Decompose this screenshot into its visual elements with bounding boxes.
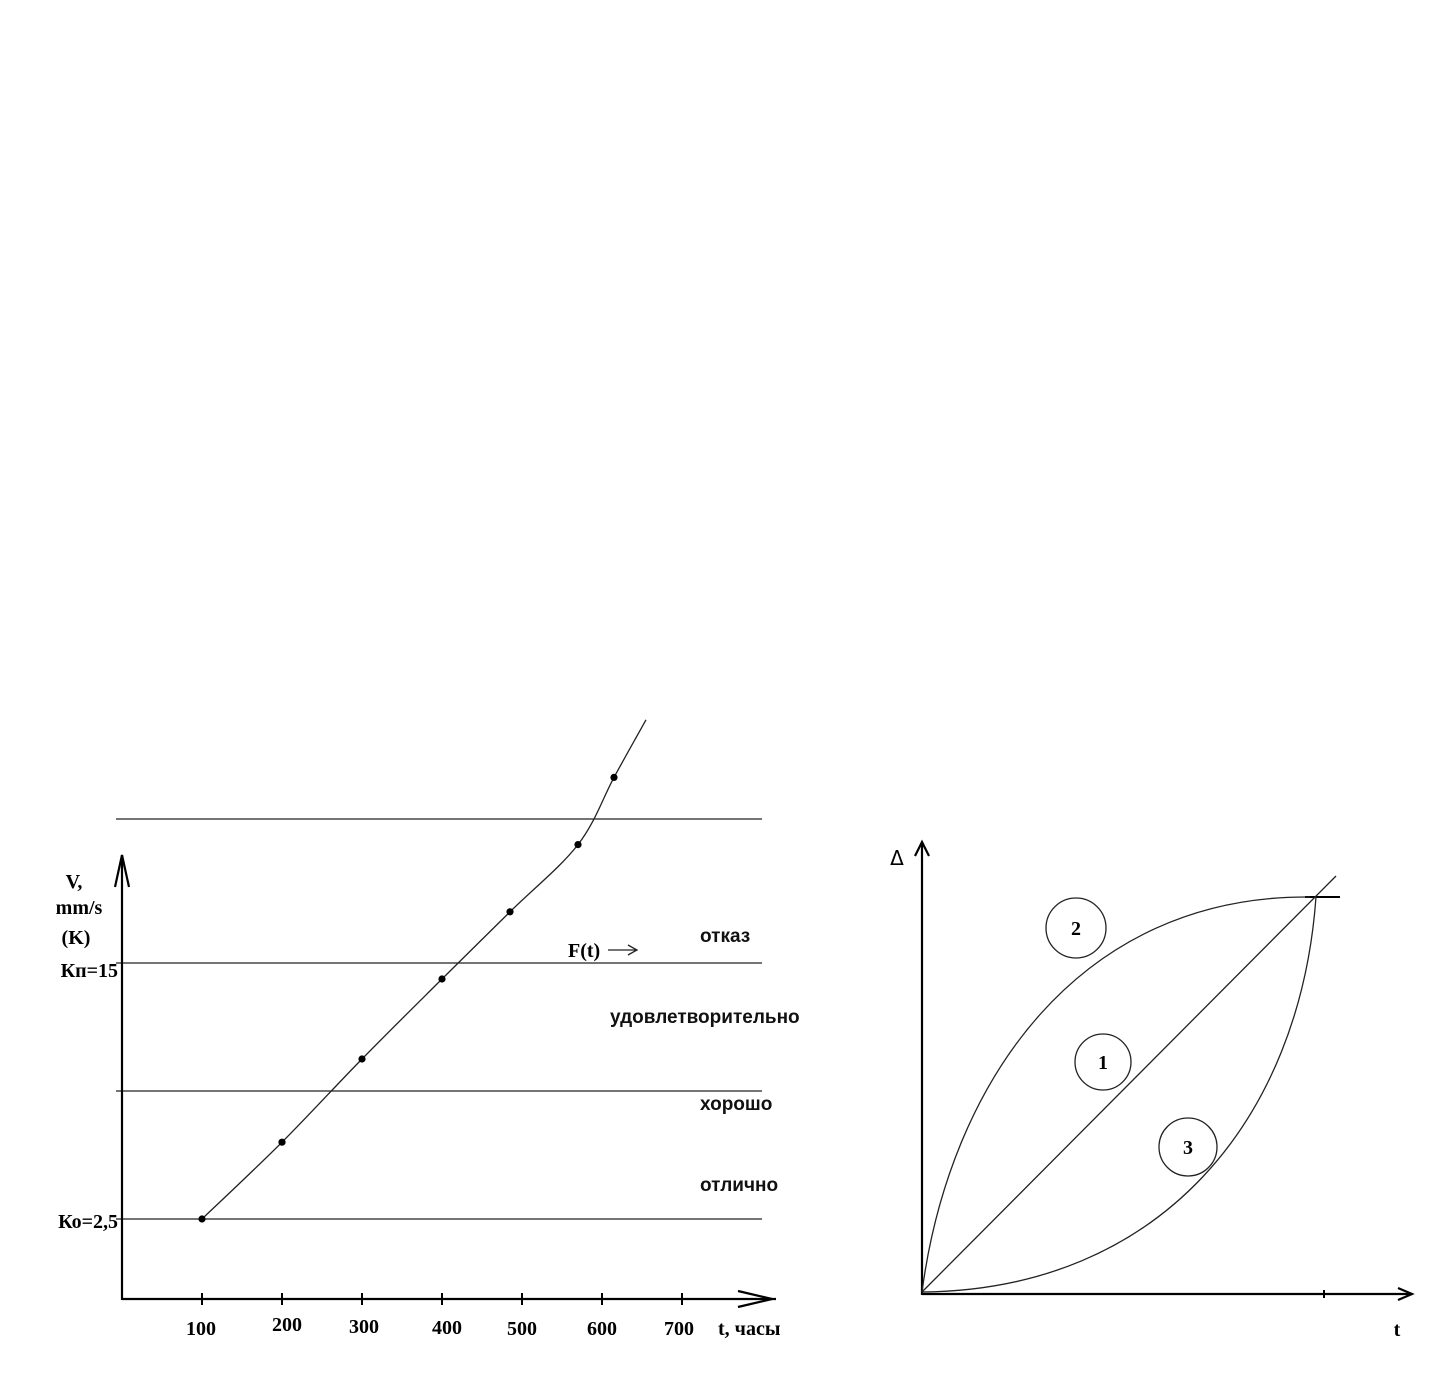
- data-point: [358, 1055, 366, 1063]
- schematic-chart: 2 1 3 Δ t: [890, 839, 1415, 1341]
- data-point: [438, 975, 446, 983]
- threshold-lines: [116, 818, 762, 1220]
- x-tick-label: 700: [664, 1318, 694, 1340]
- x-axis-label: t, часы: [718, 1318, 781, 1340]
- data-point: [506, 908, 514, 916]
- zone-label-good: хорошо: [700, 1094, 772, 1115]
- zone-label-satisfactory: удовлетворительно: [610, 1007, 800, 1028]
- y-axis-label-line-2: mm/s: [56, 897, 103, 919]
- right-x-axis-arrow: [1397, 1286, 1415, 1302]
- data-points: [198, 773, 618, 1223]
- zone-label-excellent: отлично: [700, 1175, 778, 1196]
- y-axis-arrow: [113, 854, 131, 888]
- series-marker-circle-2: [1045, 897, 1107, 959]
- series-line-ft: [201, 719, 647, 1220]
- data-point: [278, 1138, 286, 1146]
- x-tick-label: 600: [587, 1318, 617, 1340]
- series-line-1: [921, 875, 1337, 1293]
- x-tick-label: 100: [186, 1318, 216, 1340]
- x-tick-label: 400: [432, 1317, 462, 1339]
- x-axis-arrow: [737, 1289, 773, 1309]
- x-tick-label: 300: [349, 1316, 379, 1338]
- data-point: [198, 1215, 206, 1223]
- series-label-arrow: [608, 944, 639, 956]
- zone-label-failure: отказ: [700, 926, 750, 947]
- x-tick-label: 200: [272, 1314, 302, 1336]
- data-point: [574, 841, 582, 849]
- right-y-axis-arrow: [914, 839, 930, 857]
- threshold-label-ko: Ко=2,5: [58, 1211, 118, 1233]
- series-line-3: [921, 896, 1317, 1293]
- series-marker-label-3: 3: [1183, 1137, 1193, 1159]
- series-marker-label-2: 2: [1071, 918, 1081, 940]
- x-tick-labels: 100 200 300 400 500 600 700: [186, 1314, 694, 1340]
- x-tick-marks: [201, 1293, 683, 1305]
- left-axes: [113, 854, 776, 1309]
- y-axis-label-line-1: V,: [66, 871, 83, 893]
- series-line-2: [921, 896, 1311, 1293]
- series-curve: [201, 719, 647, 1220]
- y-axis-label-line-3: (K): [62, 927, 91, 949]
- series-label-ft: F(t): [568, 940, 600, 962]
- data-point: [610, 773, 618, 782]
- threshold-label-kp: Кп=15: [61, 960, 118, 982]
- degradation-chart: V, mm/s (K) Кп=15 Ко=2,5 отказ удовлетво…: [56, 719, 800, 1340]
- series-marker-circle-3: [1158, 1117, 1218, 1177]
- right-y-axis-label: Δ: [890, 846, 904, 870]
- right-x-axis-label: t: [1394, 1319, 1401, 1341]
- series-marker-circle-1: [1074, 1033, 1132, 1091]
- x-tick-label: 500: [507, 1318, 537, 1340]
- series-marker-label-1: 1: [1098, 1052, 1108, 1074]
